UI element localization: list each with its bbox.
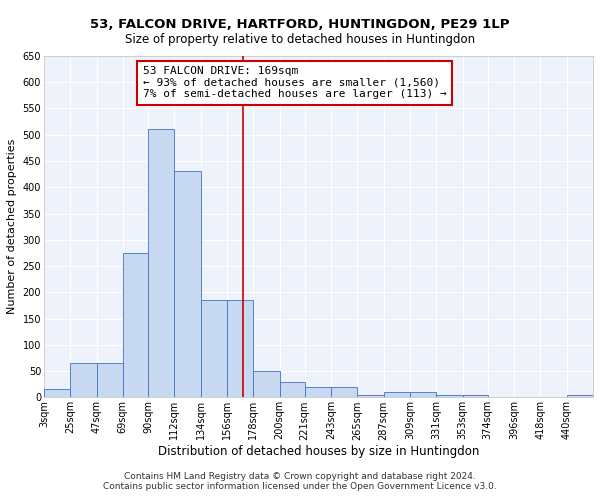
Text: 53, FALCON DRIVE, HARTFORD, HUNTINGDON, PE29 1LP: 53, FALCON DRIVE, HARTFORD, HUNTINGDON, … bbox=[90, 18, 510, 30]
Bar bbox=[227, 300, 253, 398]
Text: Contains public sector information licensed under the Open Government Licence v3: Contains public sector information licen… bbox=[103, 482, 497, 491]
Bar bbox=[280, 382, 305, 398]
Bar bbox=[358, 394, 383, 398]
Bar bbox=[70, 363, 97, 398]
Bar bbox=[436, 394, 463, 398]
Bar bbox=[148, 130, 175, 398]
Text: Size of property relative to detached houses in Huntingdon: Size of property relative to detached ho… bbox=[125, 32, 475, 46]
Bar bbox=[463, 394, 488, 398]
Bar bbox=[567, 394, 593, 398]
Bar bbox=[175, 172, 200, 398]
Bar bbox=[200, 300, 227, 398]
Bar bbox=[97, 363, 123, 398]
Text: 53 FALCON DRIVE: 169sqm
← 93% of detached houses are smaller (1,560)
7% of semi-: 53 FALCON DRIVE: 169sqm ← 93% of detache… bbox=[143, 66, 446, 100]
Bar bbox=[383, 392, 410, 398]
Bar bbox=[410, 392, 436, 398]
Bar bbox=[123, 253, 148, 398]
Bar bbox=[44, 390, 70, 398]
Bar bbox=[253, 371, 280, 398]
Y-axis label: Number of detached properties: Number of detached properties bbox=[7, 139, 17, 314]
Bar bbox=[331, 387, 358, 398]
X-axis label: Distribution of detached houses by size in Huntingdon: Distribution of detached houses by size … bbox=[158, 445, 479, 458]
Bar bbox=[305, 387, 331, 398]
Text: Contains HM Land Registry data © Crown copyright and database right 2024.: Contains HM Land Registry data © Crown c… bbox=[124, 472, 476, 481]
